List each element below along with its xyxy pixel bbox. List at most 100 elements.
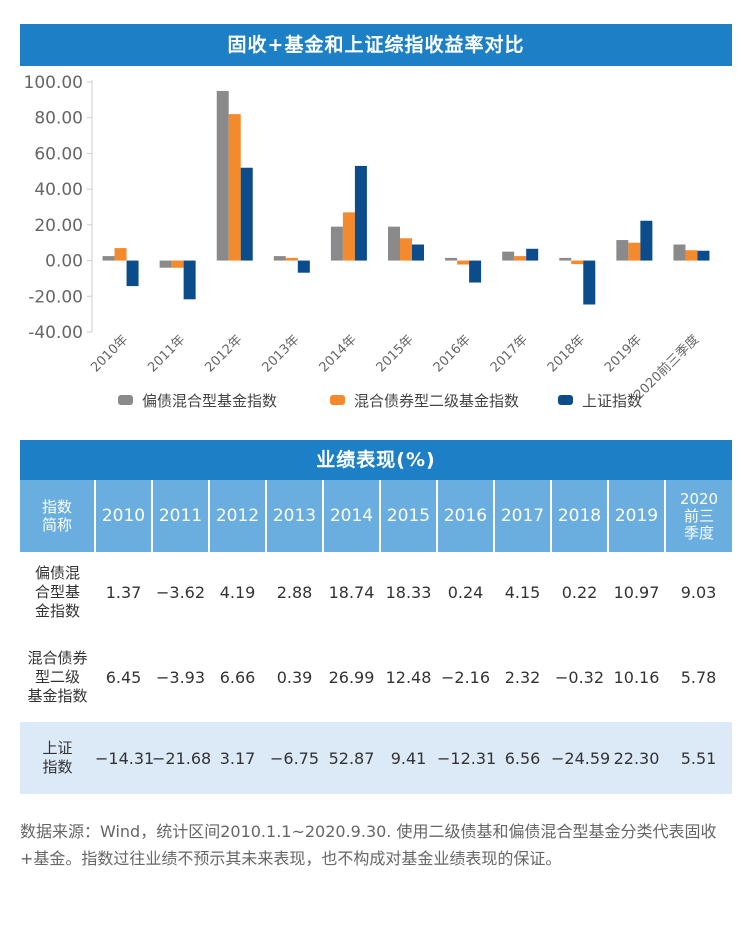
x-tick-label: 2015年 (374, 332, 417, 375)
y-tick-label: 40.00 (34, 180, 83, 200)
bar (159, 260, 172, 268)
y-tick-label: 100.00 (24, 73, 83, 93)
chart-title-banner: 固收+基金和上证综指收益率对比 (20, 24, 732, 66)
y-tick-label: 80.00 (34, 109, 83, 129)
header-year: 2017 (494, 480, 552, 552)
y-tick-label: -40.00 (28, 323, 83, 343)
table-cell: −14.31 (95, 722, 154, 794)
chart-title: 固收+基金和上证综指收益率对比 (227, 34, 525, 56)
bar (469, 260, 482, 283)
table-cell: 0.24 (437, 552, 494, 632)
legend-swatch (118, 395, 133, 405)
table-cell: −0.32 (551, 632, 608, 722)
x-tick-label: 2012年 (202, 332, 245, 375)
x-tick-label: 2019年 (602, 332, 645, 375)
bar (354, 165, 367, 261)
table-cell: 10.97 (608, 552, 665, 632)
bar (273, 256, 286, 261)
table-cell: −3.62 (152, 552, 209, 632)
bar (400, 238, 412, 261)
bar (685, 250, 698, 261)
x-tick-label: 2014年 (317, 332, 360, 375)
bar (571, 260, 584, 265)
bar (697, 250, 710, 261)
x-tick-label: 2016年 (431, 332, 474, 375)
bar (330, 226, 343, 261)
table-cell: 1.37 (95, 552, 152, 632)
bar (559, 257, 572, 261)
bar (628, 242, 641, 261)
source-footnote: 数据来源：Wind，统计区间2010.1.1~2020.9.30. 使用二级债基… (20, 822, 717, 868)
table-cell: 6.45 (95, 632, 152, 722)
header-year: 2015 (380, 480, 438, 552)
y-tick-label: 0.00 (45, 252, 83, 272)
x-tick-label: 2011年 (145, 332, 188, 375)
y-tick-label: 20.00 (34, 216, 83, 236)
table-cell: −24.59 (551, 722, 610, 794)
table-cell: 4.19 (209, 552, 266, 632)
table-cell: −12.31 (437, 722, 496, 794)
table-cell: −3.93 (152, 632, 209, 722)
bar (126, 260, 139, 287)
bar (285, 257, 298, 261)
bar (183, 260, 196, 300)
performance-table: 指数 简称 2010 2011 2012 2013 2014 2015 2016… (20, 480, 732, 794)
bar (502, 251, 515, 261)
legend-swatch (330, 395, 345, 405)
table-cell: 2.88 (266, 552, 323, 632)
table-cell: 52.87 (323, 722, 380, 794)
table-row: 上证 指数 −14.31 −21.68 3.17 −6.75 52.87 9.4… (20, 722, 732, 794)
table-cell: 18.74 (323, 552, 380, 632)
bar (514, 256, 527, 261)
header-year: 2012 (209, 480, 267, 552)
bar (640, 220, 653, 261)
y-tick-label: -20.00 (28, 287, 83, 307)
bar (342, 212, 355, 261)
bar (102, 256, 115, 261)
bar (114, 248, 127, 261)
legend-label: 混合债券型二级基金指数 (354, 392, 519, 410)
header-year: 2016 (437, 480, 495, 552)
table-cell: −21.68 (152, 722, 211, 794)
table-cell: 3.17 (209, 722, 266, 794)
bar (457, 260, 470, 265)
table-cell: 9.03 (665, 552, 732, 632)
legend-label: 偏债混合型基金指数 (142, 392, 277, 410)
table-cell: −2.16 (437, 632, 494, 722)
bar (583, 260, 596, 305)
header-index-name: 指数 简称 (20, 480, 96, 552)
table-row: 偏债混 合型基 金指数 1.37 −3.62 4.19 2.88 18.74 1… (20, 552, 732, 632)
bar (297, 260, 310, 273)
table-cell: 6.56 (494, 722, 551, 794)
row-label: 上证 指数 (20, 722, 95, 794)
table-cell: 5.51 (665, 722, 732, 794)
header-year: 2010 (95, 480, 153, 552)
bar (616, 240, 629, 261)
legend-label: 上证指数 (582, 392, 642, 410)
bar (673, 244, 686, 261)
header-year: 2011 (152, 480, 210, 552)
y-tick-label: 60.00 (34, 144, 83, 164)
table-cell: 12.48 (380, 632, 437, 722)
table-title: 业绩表现(%) (316, 449, 436, 471)
bar (240, 167, 253, 261)
bar (388, 226, 400, 261)
legend-swatch (558, 395, 573, 405)
header-year: 2013 (266, 480, 324, 552)
table-cell: −6.75 (266, 722, 323, 794)
table-cell: 26.99 (323, 632, 380, 722)
header-year-2020: 2020 前三 季度 (665, 480, 732, 552)
header-year: 2018 (551, 480, 609, 552)
table-header-row: 指数 简称 2010 2011 2012 2013 2014 2015 2016… (20, 480, 732, 552)
bar (171, 260, 184, 268)
table-cell: 4.15 (494, 552, 551, 632)
table-row: 混合债券 型二级 基金指数 6.45 −3.93 6.66 0.39 26.99… (20, 632, 732, 722)
bar (445, 257, 458, 261)
x-tick-label: 2013年 (259, 332, 302, 375)
row-label: 混合债券 型二级 基金指数 (20, 632, 95, 722)
x-tick-label: 2017年 (488, 332, 531, 375)
bar (228, 114, 241, 261)
bar-chart: 100.00 80.00 60.00 40.00 20.00 0.00 -20.00 -40.… (24, 73, 710, 410)
bar (526, 248, 539, 261)
table-cell: 18.33 (380, 552, 437, 632)
